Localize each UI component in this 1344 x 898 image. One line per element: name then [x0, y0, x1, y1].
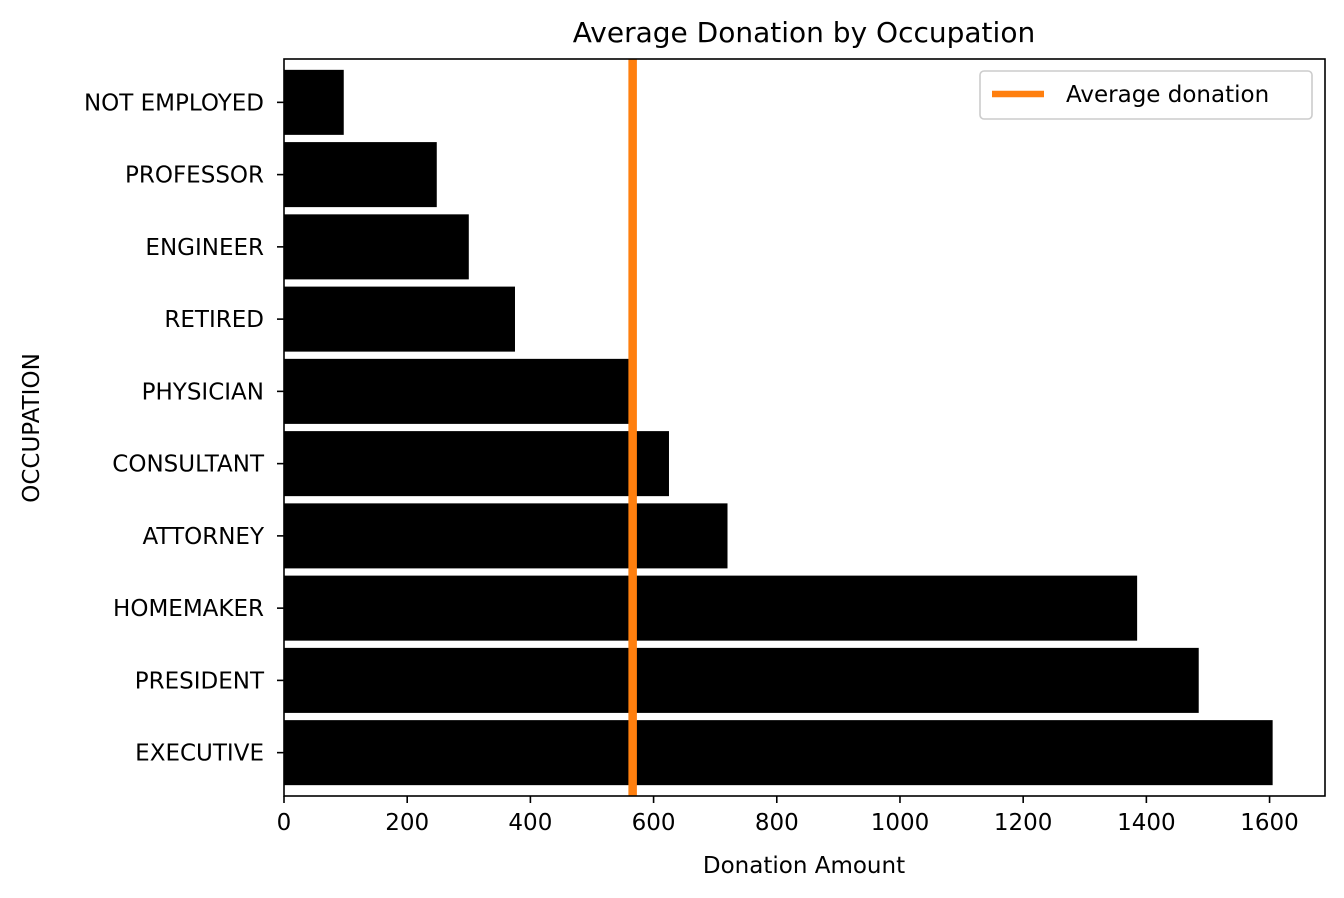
bars-group [284, 69, 1273, 786]
chart-title: Average Donation by Occupation [573, 16, 1035, 49]
y-tick-label-consultant: CONSULTANT [112, 452, 265, 478]
bar-physician [284, 358, 629, 424]
x-tick-label-1600: 1600 [1240, 810, 1299, 836]
x-tick-label-600: 600 [632, 810, 676, 836]
y-tick-label-retired: RETIRED [164, 307, 264, 333]
y-tick-label-homemaker: HOMEMAKER [113, 596, 264, 622]
legend-box [979, 70, 1313, 120]
legend: Average donation [979, 70, 1313, 120]
bar-president [284, 647, 1199, 713]
x-tick-label-1000: 1000 [871, 810, 930, 836]
x-axis-ticks: 0 200 400 600 800 1000 1200 1400 1600 [277, 796, 1299, 836]
bar-not-employed [284, 69, 344, 135]
x-tick-label-800: 800 [755, 810, 799, 836]
y-tick-label-professor: PROFESSOR [125, 163, 264, 189]
legend-label-average-donation: Average donation [1066, 82, 1269, 108]
y-tick-label-physician: PHYSICIAN [142, 379, 264, 405]
x-tick-label-1400: 1400 [1117, 810, 1176, 836]
y-axis-ticks: EXECUTIVE PRESIDENT HOMEMAKER ATTORNEY CONSU… [84, 90, 284, 767]
y-axis-label: OCCUPATION [19, 353, 45, 503]
y-tick-label-president: PRESIDENT [135, 668, 265, 694]
bar-executive [284, 720, 1273, 786]
y-tick-label-engineer: ENGINEER [145, 235, 264, 261]
bar-professor [284, 142, 437, 208]
x-tick-label-200: 200 [385, 810, 429, 836]
bar-retired [284, 286, 515, 352]
x-tick-label-0: 0 [277, 810, 292, 836]
y-tick-label-not-employed: NOT EMPLOYED [84, 90, 264, 116]
bar-attorney [284, 503, 728, 569]
plot-frame [283, 58, 1326, 797]
y-tick-label-attorney: ATTORNEY [142, 524, 264, 550]
x-axis-label: Donation Amount [703, 853, 905, 879]
bar-consultant [284, 431, 669, 497]
y-tick-label-executive: EXECUTIVE [135, 741, 264, 767]
x-tick-label-400: 400 [508, 810, 552, 836]
bar-engineer [284, 214, 469, 280]
bar-homemaker [284, 575, 1138, 641]
x-tick-label-1200: 1200 [994, 810, 1053, 836]
